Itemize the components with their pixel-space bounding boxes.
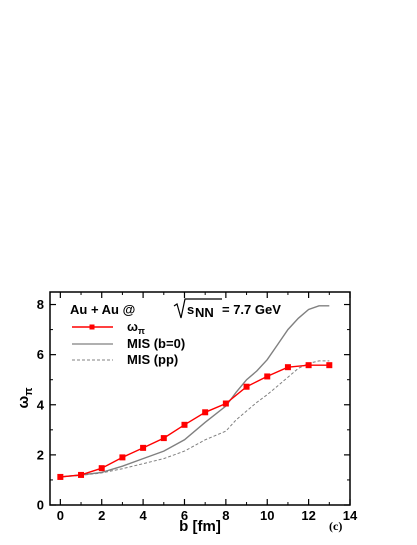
data-point-marker [98, 465, 105, 472]
series-layer [57, 305, 333, 480]
panel-label: (c) [329, 519, 342, 533]
chart-title-prefix: Au + Au @ [70, 302, 135, 317]
x-tick-label: 14 [343, 508, 358, 523]
data-point-marker [202, 409, 209, 416]
y-tick-label: 0 [37, 498, 44, 513]
x-axis-label: b [fm] [179, 518, 221, 535]
chart-title: Au + Au @ s NN = 7.7 GeV [70, 298, 281, 320]
data-point-marker [181, 421, 188, 428]
data-point-marker [264, 373, 271, 380]
plot-frame [49, 291, 351, 506]
sqrt-variable: s [187, 302, 194, 317]
y-tick-label: 8 [37, 297, 44, 312]
series-line-0 [60, 364, 330, 478]
data-point-marker [119, 454, 126, 461]
y-tick-label: 4 [37, 397, 45, 412]
legend: ωπ MIS (b=0) MIS (pp) [72, 319, 185, 367]
data-point-marker [284, 364, 291, 371]
x-tick-label: 10 [260, 508, 274, 523]
legend-label-mis-b0: MIS (b=0) [127, 336, 185, 351]
data-point-marker [243, 383, 250, 390]
x-tick-label: 6 [181, 508, 188, 523]
data-point-marker [222, 400, 229, 407]
legend-marker-omega [89, 324, 95, 330]
sqrt-symbol [173, 298, 222, 319]
sqrt-subscript: NN [195, 305, 214, 320]
data-point-marker [326, 362, 333, 369]
data-point-marker [57, 473, 64, 480]
y-axis-label: ωπ [15, 387, 35, 409]
data-point-marker [78, 471, 85, 478]
x-tick-label: 4 [139, 508, 147, 523]
series-line-1 [60, 305, 330, 478]
chart-title-suffix: = 7.7 GeV [222, 302, 281, 317]
data-point-marker [160, 435, 167, 442]
data-point-marker [140, 444, 147, 451]
series-line-2 [60, 360, 330, 478]
ticks-layer: 0 2 4 6 8 10 12 14 0 2 4 6 8 [37, 292, 358, 523]
data-point-marker [305, 362, 312, 369]
x-tick-label: 12 [301, 508, 315, 523]
legend-label-omega: ωπ [127, 319, 145, 336]
x-tick-label: 0 [57, 508, 64, 523]
y-tick-label: 2 [37, 447, 44, 462]
x-tick-label: 2 [98, 508, 105, 523]
x-tick-label: 8 [222, 508, 229, 523]
y-tick-label: 6 [37, 347, 44, 362]
legend-label-mis-pp: MIS (pp) [127, 352, 178, 367]
